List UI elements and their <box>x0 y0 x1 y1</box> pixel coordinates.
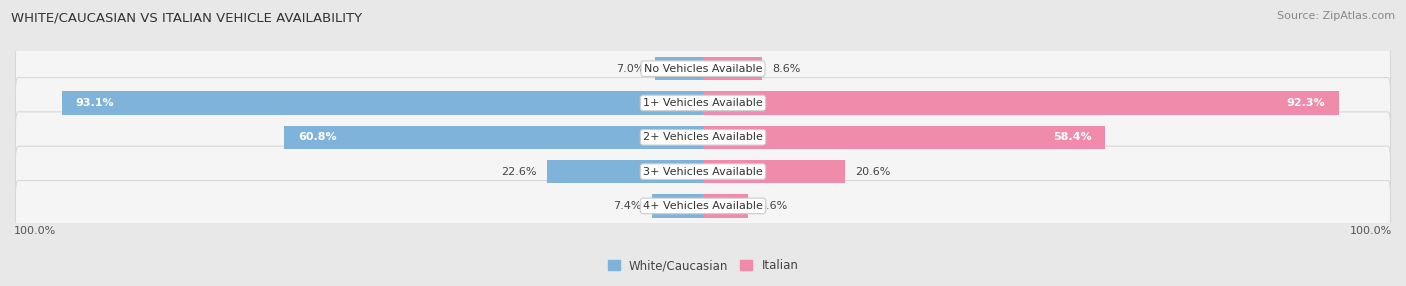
FancyBboxPatch shape <box>15 180 1391 231</box>
Bar <box>284 126 703 149</box>
FancyBboxPatch shape <box>15 43 1391 94</box>
Text: 1+ Vehicles Available: 1+ Vehicles Available <box>643 98 763 108</box>
Legend: White/Caucasian, Italian: White/Caucasian, Italian <box>607 259 799 272</box>
Text: 100.0%: 100.0% <box>14 226 56 236</box>
FancyBboxPatch shape <box>15 146 1391 197</box>
Text: 60.8%: 60.8% <box>298 132 336 142</box>
Bar <box>703 126 1105 149</box>
Text: 7.0%: 7.0% <box>616 64 644 74</box>
Bar <box>703 91 1339 115</box>
Text: Source: ZipAtlas.com: Source: ZipAtlas.com <box>1277 11 1395 21</box>
Text: 22.6%: 22.6% <box>502 167 537 176</box>
Text: 2+ Vehicles Available: 2+ Vehicles Available <box>643 132 763 142</box>
Text: 6.6%: 6.6% <box>759 201 787 211</box>
Text: 58.4%: 58.4% <box>1053 132 1091 142</box>
Bar <box>703 57 762 80</box>
FancyBboxPatch shape <box>15 78 1391 128</box>
Bar <box>703 160 845 183</box>
Bar <box>62 91 703 115</box>
Text: 4+ Vehicles Available: 4+ Vehicles Available <box>643 201 763 211</box>
Bar <box>655 57 703 80</box>
Text: 20.6%: 20.6% <box>855 167 890 176</box>
Text: 3+ Vehicles Available: 3+ Vehicles Available <box>643 167 763 176</box>
Bar <box>547 160 703 183</box>
Text: 93.1%: 93.1% <box>76 98 114 108</box>
Text: WHITE/CAUCASIAN VS ITALIAN VEHICLE AVAILABILITY: WHITE/CAUCASIAN VS ITALIAN VEHICLE AVAIL… <box>11 11 363 24</box>
Bar <box>703 194 748 218</box>
Text: 8.6%: 8.6% <box>772 64 801 74</box>
Bar <box>652 194 703 218</box>
Text: No Vehicles Available: No Vehicles Available <box>644 64 762 74</box>
Text: 100.0%: 100.0% <box>1350 226 1392 236</box>
FancyBboxPatch shape <box>15 112 1391 163</box>
Text: 7.4%: 7.4% <box>613 201 641 211</box>
Text: 92.3%: 92.3% <box>1286 98 1324 108</box>
